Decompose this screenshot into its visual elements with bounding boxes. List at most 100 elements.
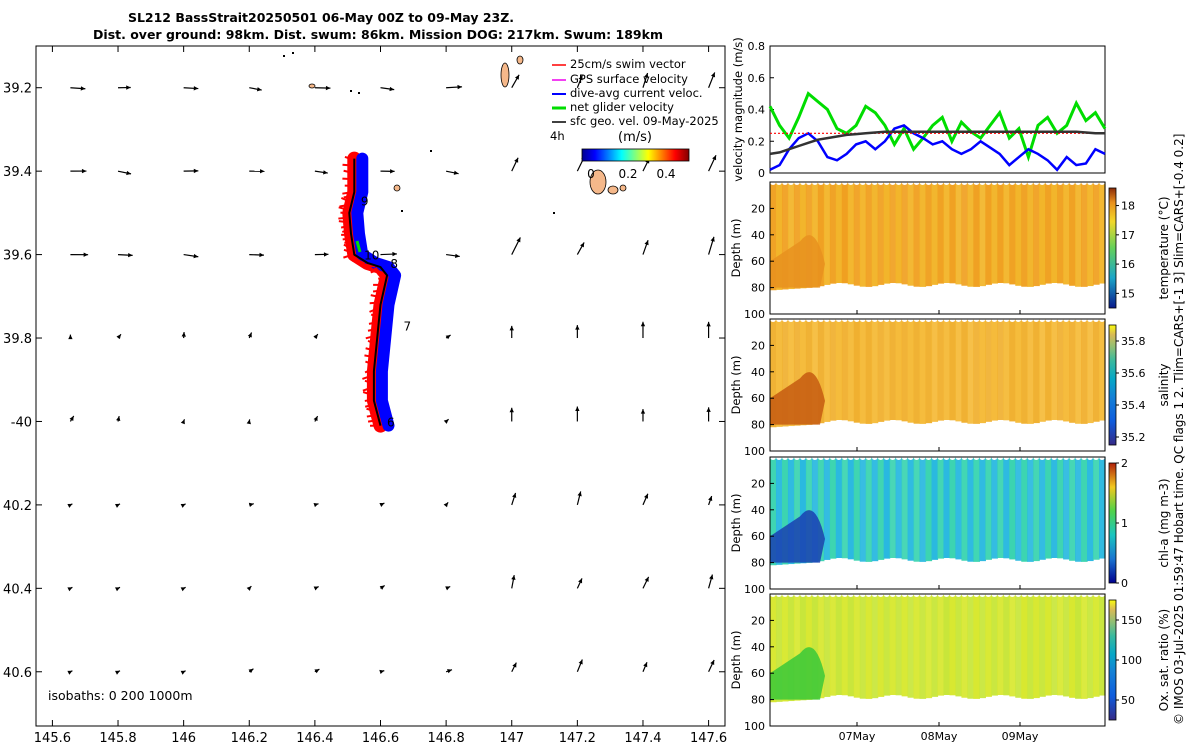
- section-column: [925, 182, 933, 287]
- section-column: [1027, 594, 1034, 699]
- section-column: [799, 594, 807, 701]
- current-arrowhead: [512, 662, 517, 668]
- section-column: [817, 457, 825, 562]
- swim-vector: [370, 268, 379, 274]
- section-column: [793, 182, 801, 289]
- current-arrowhead: [313, 334, 318, 340]
- current-arrowhead: [323, 252, 329, 257]
- colorbar-tick-label: 1: [1121, 517, 1128, 530]
- current-arrowhead: [180, 587, 186, 592]
- current-arrowhead: [126, 85, 131, 90]
- section-column: [799, 182, 807, 289]
- colorbar-tick-label: 18: [1121, 200, 1135, 213]
- section-column: [877, 594, 885, 697]
- section-column: [973, 182, 980, 287]
- section-column: [1009, 457, 1016, 560]
- current-arrowhead: [578, 578, 583, 584]
- section-column: [829, 182, 837, 284]
- section-column: [895, 319, 903, 421]
- section-column: [949, 594, 957, 696]
- section-column: [1045, 594, 1052, 696]
- current-arrowhead: [643, 662, 648, 668]
- section-column: [835, 319, 843, 421]
- current-arrowhead: [443, 419, 449, 424]
- section-column: [1033, 182, 1040, 287]
- section-column: [841, 457, 849, 559]
- current-arrowhead: [640, 409, 646, 414]
- section-column: [985, 457, 992, 560]
- map-ytick-label: 40.2: [3, 499, 32, 514]
- swim-vector: [357, 259, 365, 265]
- section-column: [1057, 182, 1064, 284]
- section-column: [781, 457, 789, 565]
- section-column: [913, 594, 921, 699]
- section-column: [817, 182, 825, 287]
- swim-vector: [368, 321, 375, 325]
- section-panel-salinity: 20 40 60 80 100 Depth (m) 35.2 35.4 35.6 35.8 sali…: [729, 316, 1171, 458]
- map-ytick-label: 39.8: [3, 332, 32, 347]
- section-column: [889, 319, 897, 420]
- swim-vector: [364, 399, 371, 402]
- section-column: [805, 182, 813, 288]
- current-arrowhead: [712, 155, 717, 161]
- current-arrowhead: [116, 416, 121, 421]
- section-column: [770, 182, 777, 291]
- section-column: [1039, 319, 1046, 422]
- colorbar-tick-0: 0: [587, 167, 595, 181]
- section-column: [1015, 457, 1022, 561]
- map-xtick-label: 145.8: [99, 731, 136, 746]
- swim-vector: [369, 301, 378, 305]
- current-arrowhead: [445, 586, 451, 591]
- section-column: [907, 457, 915, 561]
- day-label: 9: [361, 194, 369, 208]
- section-column: [823, 319, 831, 422]
- map-xtick-label: 147: [499, 731, 524, 746]
- section-column: [955, 182, 963, 285]
- current-arrowhead: [181, 332, 186, 337]
- section-column: [979, 457, 986, 562]
- section-column: [787, 594, 795, 702]
- current-arrowhead: [575, 325, 580, 330]
- map-ytick-label: 39.6: [3, 249, 32, 264]
- section-column: [829, 594, 837, 696]
- section-anomaly: [770, 510, 825, 563]
- section-column: [775, 319, 783, 427]
- current-arrowhead: [180, 503, 186, 508]
- swim-vector: [365, 360, 372, 365]
- section-column: [943, 457, 951, 558]
- section-column: [847, 457, 855, 560]
- colorbar-tick-label: 2: [1121, 457, 1128, 470]
- section-column: [949, 457, 957, 559]
- section-column: [967, 594, 974, 699]
- swim-vector: [343, 195, 350, 199]
- current-arrowhead: [67, 587, 73, 592]
- section-column: [835, 457, 843, 559]
- section-colorbar: [1108, 187, 1117, 309]
- section-column: [871, 457, 879, 562]
- section-column: [811, 457, 819, 563]
- current-arrowhead: [644, 493, 649, 499]
- section-panel-temperature: 20 40 60 80 100 Depth (m) 15 16 17 18 temperature …: [729, 179, 1171, 321]
- current-arrowhead: [392, 251, 397, 257]
- section-column: [931, 457, 939, 560]
- section-column: [961, 182, 969, 286]
- current-arrowhead: [514, 74, 520, 80]
- colorbar-tick-label: 16: [1121, 258, 1135, 271]
- section-xtick-label: 07May: [839, 730, 876, 743]
- map-xtick-label: 146.2: [231, 731, 268, 746]
- swim-vector: [351, 257, 357, 262]
- section-column: [895, 594, 903, 696]
- current-arrowhead: [708, 496, 713, 501]
- section-colorbar: [1108, 599, 1117, 721]
- section-column: [835, 182, 843, 284]
- section-column: [985, 594, 992, 697]
- section-column: [991, 319, 998, 421]
- section-column: [1057, 594, 1064, 696]
- section-column: [901, 594, 909, 697]
- current-arrowhead: [445, 334, 451, 340]
- section-column: [1081, 457, 1088, 562]
- current-arrowhead: [256, 87, 262, 92]
- section-column: [847, 319, 855, 422]
- section-column: [979, 182, 986, 287]
- section-axes: [769, 318, 1106, 452]
